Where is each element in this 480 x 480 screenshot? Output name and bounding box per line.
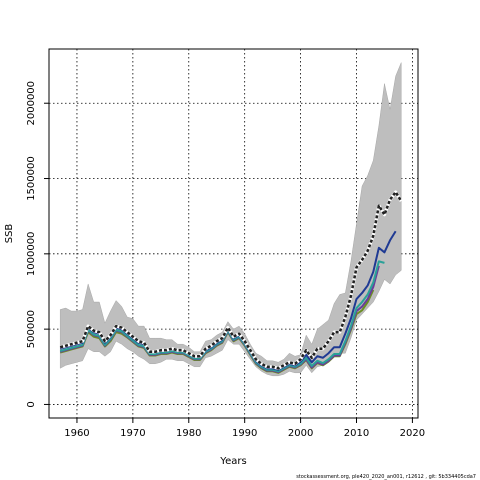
y-axis: 0 500000 1000000 1500000 2000000	[26, 81, 49, 408]
series-lines	[59, 190, 403, 374]
y-axis-title: SSB	[4, 224, 15, 244]
series-line-0	[59, 190, 403, 370]
x-tick-label-2: 1980	[176, 428, 201, 439]
y-tick-label-2: 1000000	[26, 232, 37, 277]
x-tick-label-0: 1960	[64, 428, 89, 439]
x-tick-label-5: 2010	[344, 428, 369, 439]
y-tick-label-0: 0	[26, 401, 37, 407]
x-tick-label-6: 2020	[400, 428, 425, 439]
confidence-band	[59, 62, 402, 377]
series-line-2	[59, 260, 385, 373]
plot-frame	[48, 48, 419, 419]
y-tick-label-4: 2000000	[26, 81, 37, 126]
x-tick-label-1: 1970	[120, 428, 145, 439]
y-tick-label-3: 1500000	[26, 156, 37, 201]
y-tick-label-1: 500000	[26, 310, 37, 348]
x-axis-title: Years	[219, 456, 246, 467]
x-tick-label-4: 2000	[288, 428, 313, 439]
x-axis: 1960 1970 1980 1990 2000 2010 2020	[64, 418, 425, 439]
footnote: stockassessment.org, ple420_2020_an001, …	[296, 474, 476, 480]
x-tick-label-3: 1990	[232, 428, 257, 439]
